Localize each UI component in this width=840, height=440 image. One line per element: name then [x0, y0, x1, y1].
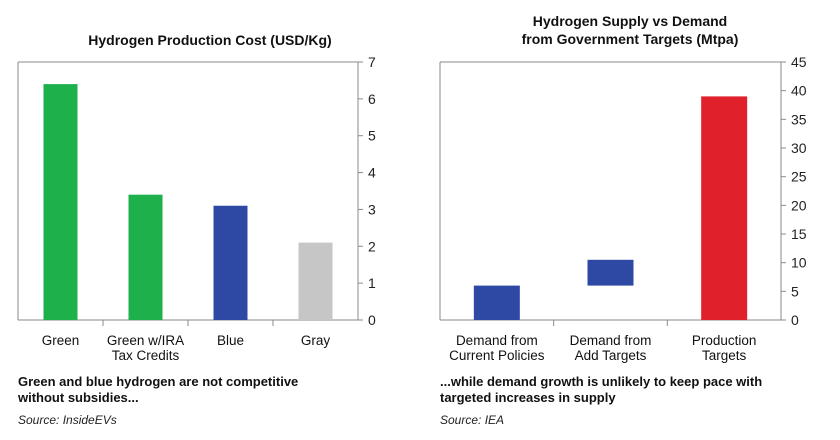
right-x-tick-label: Add Targets	[575, 348, 647, 363]
right-y-tick-label: 0	[791, 312, 799, 328]
right-y-tick-label: 5	[791, 283, 799, 299]
left-y-tick-label: 5	[368, 128, 376, 144]
right-y-tick-label: 20	[791, 197, 807, 213]
left-y-tick-label: 1	[368, 275, 376, 291]
left-y-tick-label: 2	[368, 238, 376, 254]
left-source: Source: InsideEVs	[18, 413, 117, 427]
right-bar	[473, 285, 520, 320]
left-x-tick-label: Gray	[301, 333, 331, 348]
right-bar	[701, 96, 748, 321]
left-y-tick-label: 4	[368, 165, 376, 181]
left-y-tick-label: 7	[368, 54, 376, 70]
left-bar	[43, 84, 78, 320]
right-y-tick-label: 30	[791, 140, 807, 156]
right-chart-title-line-2: from Government Targets (Mtpa)	[521, 31, 739, 47]
right-chart-title-line-1: Hydrogen Supply vs Demand	[532, 13, 728, 29]
left-bar	[298, 242, 333, 320]
right-x-tick-label: Current Policies	[449, 348, 545, 363]
left-chart-title: Hydrogen Production Cost (USD/Kg)	[88, 32, 332, 48]
right-y-tick-label: 35	[791, 111, 807, 127]
left-x-tick-label: Green	[42, 333, 80, 348]
left-y-tick-label: 0	[368, 312, 376, 328]
right-y-tick-label: 40	[791, 83, 807, 99]
left-bar	[213, 205, 248, 320]
right-x-tick-label: Production	[692, 333, 757, 348]
right-x-tick-label: Demand from	[456, 333, 538, 348]
left-caption: Green and blue hydrogen are not competit…	[18, 374, 299, 405]
left-x-tick-label: Green w/IRA	[107, 333, 184, 348]
right-x-tick-label: Demand from	[570, 333, 652, 348]
right-caption: ...while demand growth is unlikely to ke…	[440, 374, 763, 405]
right-y-tick-label: 10	[791, 255, 807, 271]
right-bar	[587, 259, 634, 286]
right-y-tick-label: 15	[791, 226, 807, 242]
right-chart-title: Hydrogen Supply vs Demand from Governmen…	[420, 12, 840, 48]
right-x-tick-label: Targets	[702, 348, 747, 363]
left-x-tick-label: Blue	[217, 333, 244, 348]
right-y-tick-label: 25	[791, 169, 807, 185]
right-y-tick-label: 45	[791, 54, 807, 70]
left-y-tick-label: 3	[368, 201, 376, 217]
left-bar	[128, 194, 163, 320]
left-x-tick-label: Tax Credits	[112, 348, 180, 363]
left-y-tick-label: 6	[368, 91, 376, 107]
right-source: Source: IEA	[440, 413, 505, 427]
right-chart-panel: Hydrogen Supply vs Demand from Governmen…	[420, 0, 840, 440]
left-chart-panel: Hydrogen Production Cost (USD/Kg) 0 1 2 3 4 5…	[17, 32, 376, 427]
